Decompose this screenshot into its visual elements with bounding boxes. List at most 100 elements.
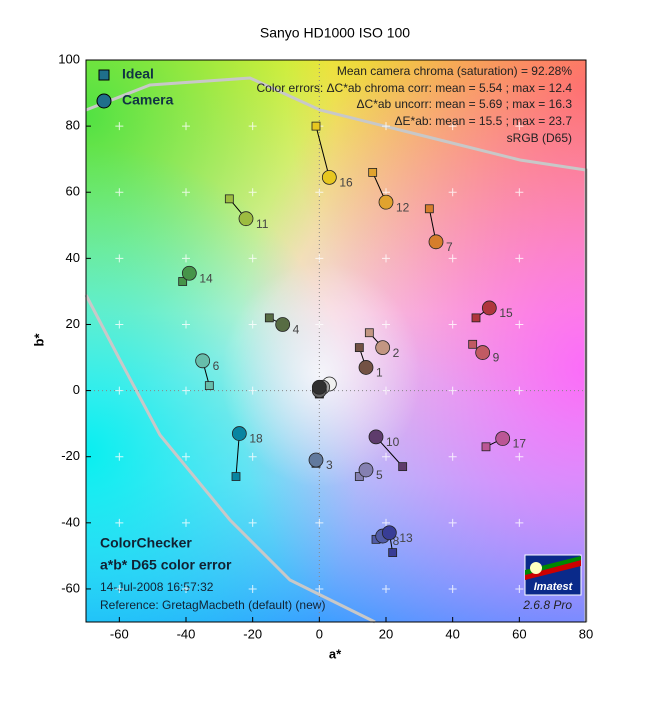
- y-tick-label: 0: [73, 382, 80, 397]
- grid-mark: [448, 254, 457, 263]
- y-tick-label: 20: [66, 316, 80, 331]
- camera-marker: [231, 426, 247, 441]
- patch-label: 2: [393, 346, 400, 360]
- patch-label: 3: [326, 458, 333, 472]
- x-axis-label: a*: [329, 646, 342, 661]
- x-tick-label: 20: [379, 626, 393, 641]
- grid-mark: [182, 188, 190, 197]
- logo-text: Imatest: [534, 581, 574, 593]
- patch-label: 1: [376, 366, 383, 380]
- annotation: ΔC*ab uncorr: mean = 5.69 ; max = 16.3: [357, 97, 573, 111]
- camera-marker: [195, 353, 211, 369]
- grid-mark: [382, 452, 390, 461]
- patch-label: 11: [256, 217, 269, 231]
- patch-label: 18: [249, 432, 263, 446]
- grid-mark: [248, 320, 257, 329]
- plot-background: [84, 60, 588, 624]
- annotations: Mean camera chroma (saturation) = 92.28%…: [257, 64, 573, 145]
- footer: ColorChecker a*b* D65 color error 14-Jul…: [100, 535, 325, 612]
- grid-mark: [182, 452, 190, 461]
- ideal-marker: [264, 313, 274, 323]
- y-tick-label: -60: [61, 580, 80, 595]
- patch-label: 17: [513, 437, 527, 451]
- ideal-marker: [354, 343, 364, 353]
- grid-mark: [115, 584, 124, 593]
- footer-text: 14-Jul-2008 16:57:32: [100, 580, 214, 594]
- chart-title: Sanyo HD1000 ISO 100: [260, 25, 410, 41]
- grid-mark: [448, 386, 457, 395]
- grid-mark: [248, 188, 257, 197]
- grid-mark: [515, 254, 524, 263]
- camera-marker: [495, 431, 511, 446]
- patch-label: 13: [399, 531, 413, 545]
- grid-mark: [115, 386, 124, 395]
- grid-mark: [248, 452, 257, 461]
- legend-marker: [98, 69, 110, 81]
- grid-mark: [448, 122, 457, 131]
- y-tick-label: 80: [66, 118, 80, 133]
- footer-text: ColorChecker: [100, 535, 192, 551]
- y-tick-label: 60: [66, 184, 80, 199]
- y-tick-label: -20: [61, 448, 80, 463]
- grid-mark: [515, 518, 524, 527]
- camera-marker: [311, 379, 327, 395]
- ideal-marker: [368, 167, 378, 177]
- camera-marker: [381, 525, 397, 541]
- x-tick-label: -60: [110, 626, 129, 641]
- patch-label: 4: [293, 323, 300, 337]
- legend-label: Ideal: [122, 66, 154, 82]
- grid-mark: [382, 320, 390, 329]
- grid-mark: [382, 386, 390, 395]
- camera-marker: [358, 360, 374, 375]
- camera-marker: [475, 345, 491, 360]
- ideal-marker: [481, 442, 491, 452]
- camera-marker: [481, 300, 497, 316]
- grid-mark: [182, 254, 190, 263]
- grid-mark: [515, 386, 524, 395]
- grid-mark: [515, 584, 524, 593]
- grid-mark: [182, 122, 190, 131]
- grid-mark: [115, 452, 124, 461]
- grid-mark: [182, 584, 190, 593]
- ideal-marker: [468, 339, 478, 349]
- ideal-marker: [424, 204, 434, 214]
- grid-mark: [515, 122, 524, 131]
- grid-mark: [315, 254, 324, 263]
- error-line: [315, 125, 330, 178]
- grid-mark: [382, 254, 390, 263]
- footer-text: a*b* D65 color error: [100, 557, 232, 573]
- grid-mark: [182, 386, 190, 395]
- camera-marker: [308, 452, 324, 468]
- ideal-marker: [178, 277, 188, 286]
- ideal-marker: [398, 462, 408, 472]
- x-tick-label: 80: [579, 626, 593, 641]
- logo: Imatest 2.6.8 Pro: [522, 554, 582, 612]
- annotation: Color errors: ΔC*ab chroma corr: mean = …: [257, 81, 573, 95]
- legend-label: Camera: [122, 92, 174, 108]
- camera-marker: [375, 340, 391, 356]
- footer-text: Reference: GretagMacbeth (default) (new): [100, 598, 325, 612]
- camera-marker: [238, 211, 254, 227]
- grid-mark: [115, 122, 124, 131]
- grid-mark: [182, 518, 190, 527]
- patch-label: 16: [339, 176, 353, 190]
- patch-label: 10: [386, 435, 400, 449]
- grid-mark: [448, 584, 457, 593]
- grid-mark: [382, 584, 390, 593]
- grid-mark: [248, 254, 257, 263]
- ideal-marker: [231, 472, 241, 481]
- grid-mark: [515, 320, 524, 329]
- x-tick-label: 40: [445, 626, 459, 641]
- grid-mark: [248, 386, 257, 395]
- camera-marker: [368, 429, 384, 445]
- ideal-marker: [204, 381, 214, 391]
- camera-marker: [428, 234, 444, 250]
- patch-label: 14: [199, 271, 213, 285]
- camera-marker: [275, 317, 291, 332]
- grid-mark: [448, 518, 457, 527]
- annotation: Mean camera chroma (saturation) = 92.28%: [337, 64, 572, 78]
- ideal-marker: [311, 121, 321, 131]
- x-tick-label: -20: [243, 626, 262, 641]
- grid-mark: [448, 320, 457, 329]
